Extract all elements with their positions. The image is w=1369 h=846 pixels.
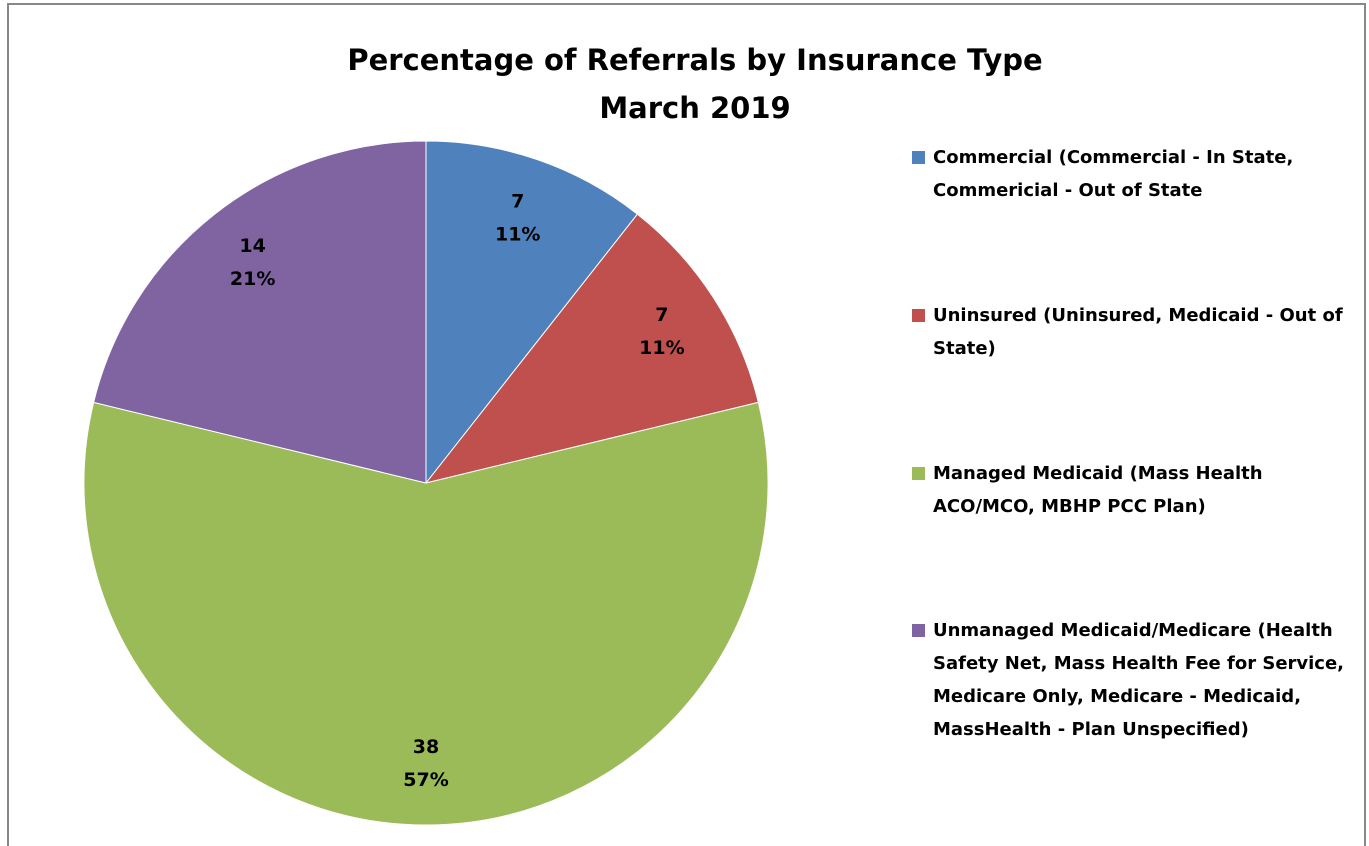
legend-swatch bbox=[912, 309, 925, 322]
legend-swatch bbox=[912, 624, 925, 637]
percent-label: 11% bbox=[495, 223, 540, 245]
percent-label: 11% bbox=[639, 337, 684, 359]
legend-label: Managed Medicaid (Mass Health ACO/MCO, M… bbox=[933, 463, 1263, 517]
pie-slice bbox=[83, 401, 769, 826]
legend-item: Commercial (Commercial - In State, Comme… bbox=[912, 141, 1357, 207]
pie-slice bbox=[425, 140, 639, 485]
chart-subtitle: March 2019 bbox=[599, 91, 790, 125]
legend-swatch bbox=[912, 467, 925, 480]
pie: 7 11% 7 11% 38 57% 14 21% bbox=[83, 140, 769, 826]
legend-label: Commercial (Commercial - In State, Comme… bbox=[933, 147, 1294, 201]
legend-label: Uninsured (Uninsured, Medicaid - Out of … bbox=[933, 305, 1343, 359]
pie-slice bbox=[93, 140, 427, 484]
chart-title: Percentage of Referrals by Insurance Typ… bbox=[347, 43, 1042, 77]
legend-label: Unmanaged Medicaid/Medicare (Health Safe… bbox=[933, 620, 1345, 740]
percent-label: 21% bbox=[230, 268, 275, 290]
chart-border bbox=[7, 3, 1366, 846]
legend-swatch bbox=[912, 151, 925, 164]
percent-label: 57% bbox=[403, 769, 448, 791]
data-label: 7 bbox=[655, 304, 668, 326]
legend-item: Unmanaged Medicaid/Medicare (Health Safe… bbox=[912, 614, 1357, 746]
pie-slice bbox=[424, 213, 759, 484]
data-label: 7 bbox=[511, 190, 524, 212]
data-label: 38 bbox=[413, 736, 439, 758]
data-label: 14 bbox=[239, 235, 265, 257]
legend-item: Uninsured (Uninsured, Medicaid - Out of … bbox=[912, 299, 1357, 365]
legend-item: Managed Medicaid (Mass Health ACO/MCO, M… bbox=[912, 457, 1357, 523]
